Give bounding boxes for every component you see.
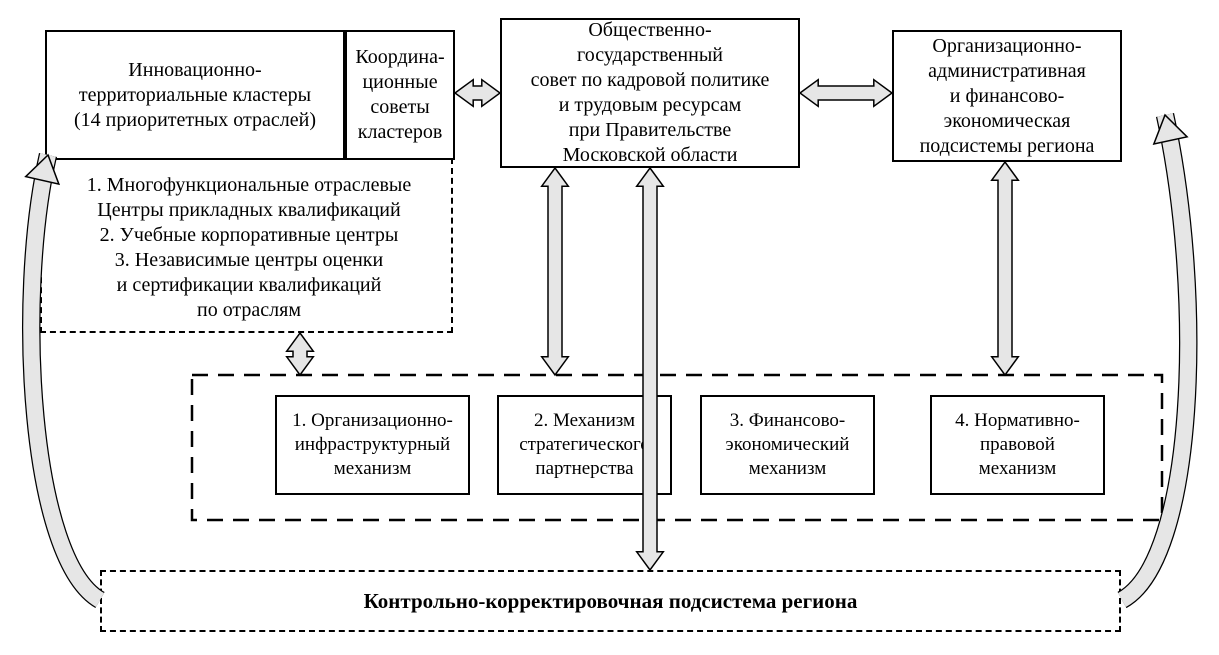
- centers-to-mech: [287, 333, 314, 375]
- text-council: Общественно-государственныйсовет по кадр…: [531, 18, 770, 168]
- box-mech1: 1. Организационно-инфраструктурныймехани…: [275, 395, 470, 495]
- orgadmin-to-mech: [992, 162, 1019, 375]
- text-mech2: 2. Механизмстратегическогопартнерства: [519, 409, 650, 480]
- control-to-orgadmin-right: [1148, 111, 1187, 144]
- text-mech3: 3. Финансово-экономическиймеханизм: [726, 409, 850, 480]
- box-control: Контрольно-корректировочная подсистема р…: [100, 570, 1121, 632]
- box-mech2: 2. Механизмстратегическогопартнерства: [497, 395, 672, 495]
- text-control: Контрольно-корректировочная подсистема р…: [364, 588, 858, 614]
- text-clusters: Инновационно-территориальные кластеры(14…: [74, 58, 316, 133]
- council-to-control: [637, 168, 664, 570]
- council-to-mech-l: [542, 168, 569, 375]
- box-mech4: 4. Нормативно-правовоймеханизм: [930, 395, 1105, 495]
- box-coord: Координа-ционныесоветыкластеров: [345, 30, 455, 160]
- text-centers: 1. Многофункциональные отраслевыеЦентры …: [87, 173, 411, 323]
- text-mech4: 4. Нормативно-правовоймеханизм: [955, 409, 1080, 480]
- council-to-orgadmin: [800, 80, 892, 107]
- text-mech1: 1. Организационно-инфраструктурныймехани…: [292, 409, 453, 480]
- coord-to-council: [455, 80, 500, 107]
- box-council: Общественно-государственныйсовет по кадр…: [500, 18, 800, 168]
- box-org-admin: Организационно-административнаяи финансо…: [892, 30, 1122, 162]
- box-mech3: 3. Финансово-экономическиймеханизм: [700, 395, 875, 495]
- text-coord: Координа-ционныесоветыкластеров: [355, 45, 444, 145]
- text-org-admin: Организационно-административнаяи финансо…: [920, 34, 1095, 159]
- centers-text-wrap: 1. Многофункциональные отраслевыеЦентры …: [55, 168, 443, 328]
- box-clusters: Инновационно-территориальные кластеры(14…: [45, 30, 345, 160]
